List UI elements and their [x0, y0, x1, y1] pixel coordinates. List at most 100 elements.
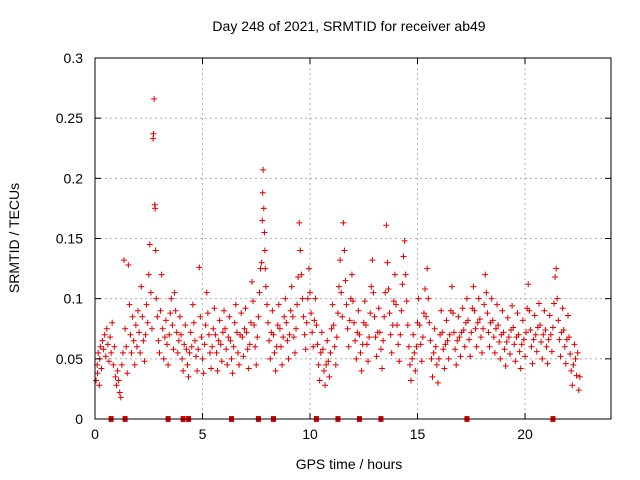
data-point [316, 377, 323, 384]
data-point [438, 307, 445, 314]
data-point [568, 367, 575, 374]
data-point [357, 349, 364, 356]
data-point [286, 331, 293, 338]
data-point [382, 289, 389, 296]
data-point [538, 338, 545, 345]
x-tick-label: 20 [517, 426, 533, 442]
data-point [164, 341, 171, 348]
data-point [294, 301, 301, 308]
data-point [529, 360, 536, 367]
data-point [471, 307, 478, 314]
data-point [482, 271, 489, 278]
data-point [475, 295, 482, 302]
data-point [229, 370, 236, 377]
data-point [212, 331, 219, 338]
data-point [502, 363, 509, 370]
data-point [205, 331, 212, 338]
data-point [332, 361, 339, 368]
data-point [167, 310, 174, 317]
data-point [110, 361, 117, 368]
data-point [152, 247, 159, 254]
data-point [311, 317, 318, 324]
data-point [555, 317, 562, 324]
data-point [398, 307, 405, 314]
x-tick-label: 0 [91, 426, 99, 442]
data-point [440, 346, 447, 353]
data-point [250, 298, 257, 305]
data-point [512, 358, 519, 365]
data-point [198, 334, 205, 341]
data-point [317, 349, 324, 356]
data-point [146, 241, 153, 248]
data-point [150, 130, 157, 137]
data-point [486, 343, 493, 350]
data-point [425, 295, 432, 302]
data-point [460, 326, 467, 333]
data-point [390, 298, 397, 305]
data-point [318, 329, 325, 336]
data-point [314, 341, 321, 348]
data-point [409, 355, 416, 362]
data-point [330, 322, 337, 329]
data-point [233, 329, 240, 336]
data-point [338, 289, 345, 296]
data-point [408, 377, 415, 384]
data-point [457, 353, 464, 360]
data-point [528, 343, 535, 350]
data-point [100, 346, 107, 353]
data-point [266, 337, 273, 344]
data-point [197, 313, 204, 320]
data-point [442, 341, 449, 348]
data-point [380, 337, 387, 344]
data-point [228, 355, 235, 362]
data-point [244, 346, 251, 353]
data-point [433, 361, 440, 368]
data-point [341, 247, 348, 254]
data-point [473, 343, 480, 350]
data-point [181, 341, 188, 348]
data-point [453, 361, 460, 368]
data-point [542, 326, 549, 333]
data-point [115, 377, 122, 384]
data-point [97, 343, 104, 350]
data-point [431, 325, 438, 332]
data-point [446, 331, 453, 338]
data-point [214, 367, 221, 374]
data-point [236, 361, 243, 368]
data-point [166, 331, 173, 338]
data-point [135, 307, 141, 314]
data-point [367, 310, 374, 317]
data-point [557, 353, 564, 360]
data-point [269, 307, 276, 314]
data-point [537, 322, 544, 329]
data-point [510, 324, 517, 331]
data-point [465, 317, 472, 324]
data-point [326, 373, 333, 380]
data-point [325, 358, 332, 365]
data-point [272, 367, 279, 374]
data-point [362, 322, 369, 329]
data-point [548, 348, 555, 355]
data-point [572, 355, 579, 362]
data-point [383, 222, 390, 229]
data-point [222, 325, 229, 332]
data-point [560, 326, 567, 333]
data-point [566, 334, 573, 341]
data-point [509, 302, 516, 309]
data-point [129, 313, 136, 320]
data-point [527, 326, 534, 333]
data-point [395, 341, 402, 348]
data-point [556, 336, 563, 343]
data-point [371, 313, 378, 320]
x-axis-ticks: 0 5 10 15 20 [91, 58, 533, 442]
data-point [275, 301, 282, 308]
data-point [422, 286, 429, 293]
data-point [139, 313, 146, 320]
data-point [301, 331, 308, 338]
data-point [461, 343, 468, 350]
data-point [291, 349, 298, 356]
data-point [342, 277, 349, 284]
data-point [454, 337, 461, 344]
data-point [331, 343, 338, 350]
data-point [372, 334, 379, 341]
